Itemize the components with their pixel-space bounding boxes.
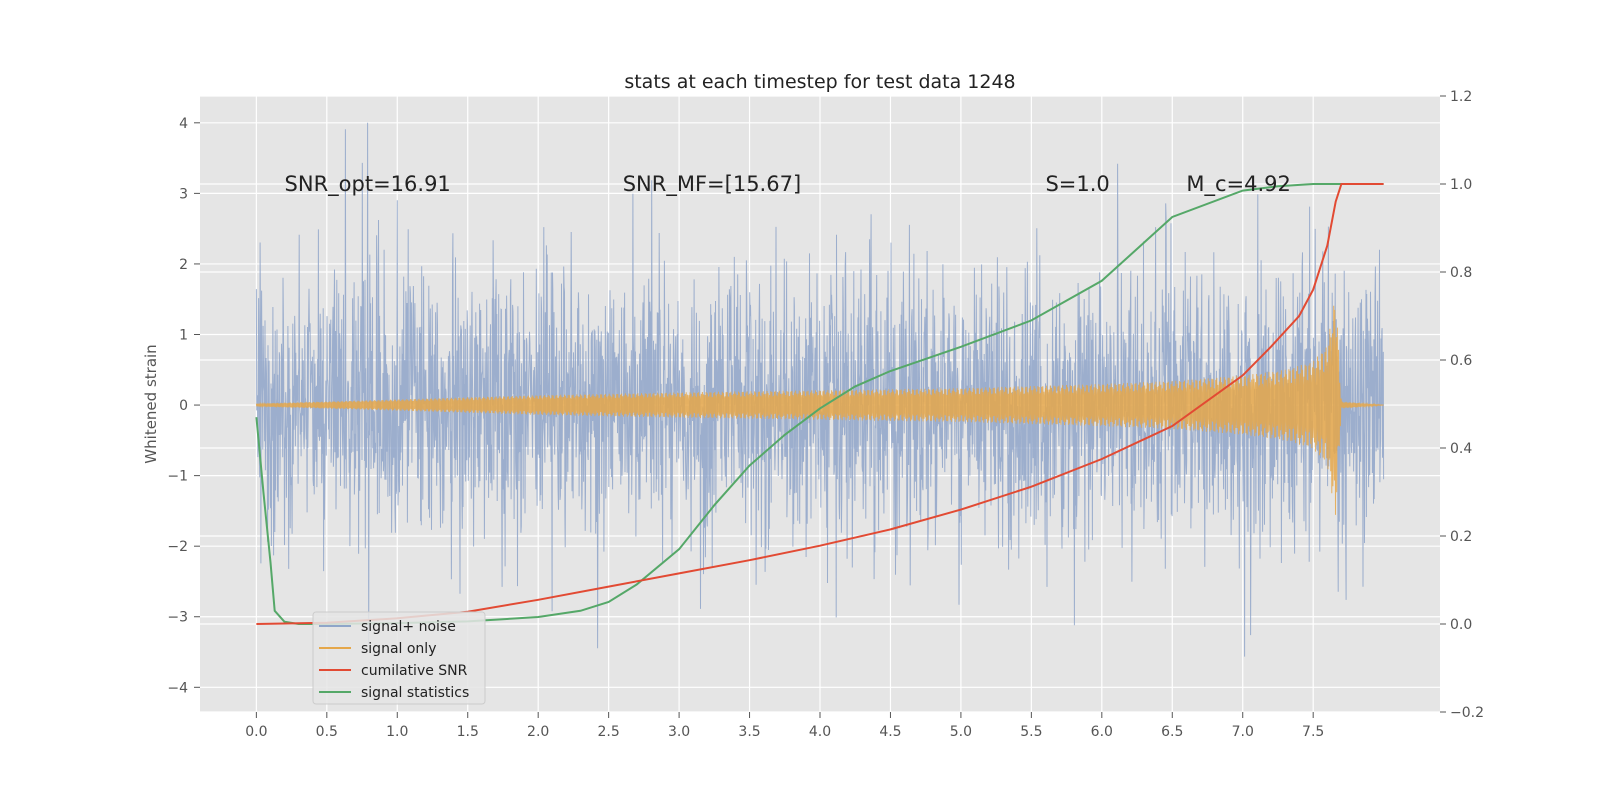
y-tick-label: −2 <box>167 539 188 555</box>
legend-label: signal+ noise <box>361 619 456 635</box>
x-tick-label: 2.5 <box>598 724 620 740</box>
legend-label: cumilative SNR <box>361 663 468 679</box>
x-tick-label: 2.0 <box>527 724 549 740</box>
y-axis-label: Whitened strain <box>142 344 160 463</box>
y-tick-label: −3 <box>167 610 188 626</box>
y-tick-label: 4 <box>179 116 188 132</box>
y2-tick-label: 0.0 <box>1450 617 1472 633</box>
legend-label: signal statistics <box>361 685 469 701</box>
y-tick-label: 0 <box>179 398 188 414</box>
x-tick-label: 5.0 <box>950 724 972 740</box>
cumulative-snr-line <box>256 183 1384 625</box>
annotation-text: SNR_MF=[15.67] <box>623 172 801 197</box>
legend-box <box>312 611 486 705</box>
x-tick-label: 4.5 <box>879 724 901 740</box>
legend: signal+ noise signal only cumilative SNR si… <box>312 611 486 705</box>
y2-tick-label: 1.0 <box>1450 177 1472 193</box>
y2-tick-label: 1.2 <box>1450 89 1472 105</box>
y2-tick-label: 0.2 <box>1450 529 1472 545</box>
y2-tick-label: 0.8 <box>1450 265 1472 281</box>
chart-title: stats at each timestep for test data 124… <box>624 71 1015 93</box>
statistic-lines <box>255 183 1384 625</box>
annotation-text: SNR_opt=16.91 <box>285 172 451 197</box>
y-tick-label: 3 <box>179 186 188 202</box>
signal-only-trace <box>255 305 1384 515</box>
x-tick-label: 0.0 <box>245 724 267 740</box>
y-tick-label: −1 <box>167 469 188 485</box>
legend-label: signal only <box>361 641 436 657</box>
x-tick-label: 6.5 <box>1161 724 1183 740</box>
x-axis-ticks: 0.0 0.5 1.0 1.5 2.0 2.5 3.0 3.5 4.0 4.5 5.0 5.5 6.0 6… <box>245 712 1324 740</box>
annotation-text: M_c=4.92 <box>1186 172 1291 197</box>
y-tick-label: 1 <box>179 327 188 343</box>
x-tick-label: 7.0 <box>1232 724 1254 740</box>
y-axis-ticks: −4 −3 −2 −1 0 1 2 3 4 <box>167 116 200 696</box>
annotations: SNR_opt=16.91 SNR_MF=[15.67] S=1.0 M_c=4.92 <box>285 172 1291 197</box>
x-tick-label: 0.5 <box>316 724 338 740</box>
x-tick-label: 6.0 <box>1091 724 1113 740</box>
annotation-text: S=1.0 <box>1045 172 1109 196</box>
y2-tick-label: −0.2 <box>1450 705 1484 721</box>
x-tick-label: 5.5 <box>1020 724 1042 740</box>
x-tick-label: 4.0 <box>809 724 831 740</box>
y2-tick-label: 0.6 <box>1450 353 1472 369</box>
x-tick-label: 3.0 <box>668 724 690 740</box>
signal-only-series <box>255 305 1384 515</box>
y-tick-label: −4 <box>167 680 188 696</box>
y2-axis-ticks: −0.2 0.0 0.2 0.4 0.6 0.8 1.0 1.2 <box>1440 89 1484 721</box>
y-tick-label: 2 <box>179 257 188 273</box>
x-tick-label: 7.5 <box>1302 724 1324 740</box>
x-tick-label: 1.5 <box>457 724 479 740</box>
y2-tick-label: 0.4 <box>1450 441 1472 457</box>
x-tick-label: 3.5 <box>738 724 760 740</box>
x-tick-label: 1.0 <box>386 724 408 740</box>
